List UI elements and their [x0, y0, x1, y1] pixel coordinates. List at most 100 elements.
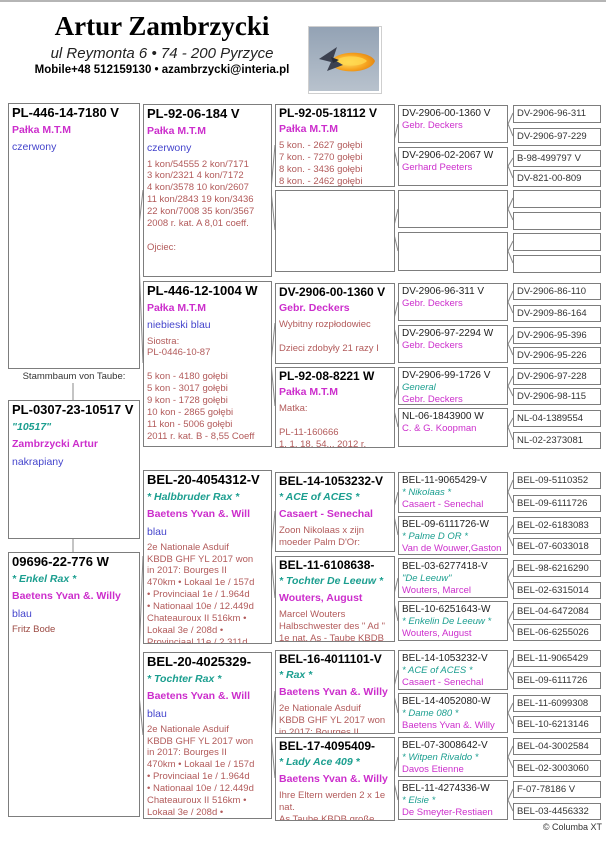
breeder-name: Gebr. Deckers [402, 340, 463, 351]
breeder-name: Baetens Yvan &. Willy [12, 590, 121, 603]
pedigree-box-gen5-0: DV-2906-96-311 [513, 105, 601, 123]
pedigree-box-gen5-8: DV-2906-86-110 [513, 283, 601, 300]
pedigree-box-gen4-15: BEL-11-4274336-W * Elsie * De Smeyter-Re… [398, 780, 508, 820]
bird-alias: * Tochter De Leeuw * [279, 575, 384, 588]
pedigree-box-gen5-22: BEL-04-6472084 [513, 603, 601, 620]
pedigree-box-gen4-12: BEL-14-1053232-V * ACE of ACES * Casaert… [398, 650, 508, 690]
pedigree-box-gen4-5: DV-2906-97-2294 W Gebr. Deckers [398, 325, 508, 363]
pedigree-box-gen5-26: BEL-11-6099308 [513, 695, 601, 712]
ring-number: PL-0307-23-10517 V [12, 402, 134, 417]
bird-alias: * Enkelin De Leeuw * [402, 616, 492, 627]
results-text: 1 kon/54555 2 kon/7171 3 kon/2321 4 kon/… [147, 158, 255, 253]
results-text: Matka: PL-11-160666 1, 1, 18, 54... 2012… [279, 403, 367, 448]
ring-number: BEL-09-6111726-W [402, 519, 489, 530]
pedigree-box-gen2-1: PL-446-12-1004 W Pałka M.T.M niebieski b… [143, 281, 272, 447]
ring-number: DV-2906-00-1360 V [402, 108, 491, 119]
pedigree-box-gen5-25: BEL-09-6111726 [513, 672, 601, 689]
pedigree-box-gen5-27: BEL-10-6213146 [513, 716, 601, 733]
pedigree-box-gen4-3-empty [398, 232, 508, 271]
breeder-name: Pałka M.T.M [279, 123, 338, 136]
breeder-name: Pałka M.T.M [12, 124, 71, 137]
ring-number: BEL-11-4274336-W [402, 783, 490, 794]
pedigree-box-gen4-6: DV-2906-99-1726 V General Gebr. Deckers [398, 367, 508, 405]
pedigree-box-gen5-23: BEL-06-6255026 [513, 624, 601, 641]
pedigree-box-gen5-16: BEL-09-5110352 [513, 472, 601, 489]
pedigree-box-gen5-20: BEL-98-6216290 [513, 560, 601, 577]
results-text: 5 kon. - 2627 gołębi 7 kon. - 7270 gołęb… [279, 140, 363, 187]
stammbaum-label: Stammbaum von Taube: [22, 371, 126, 382]
pedigree-box-gen5-1: DV-2906-97-229 [513, 128, 601, 146]
bird-alias: General [402, 382, 436, 393]
ring-number: DV-2906-00-1360 V [279, 285, 386, 299]
bird-alias: "De Leeuw" [402, 573, 452, 584]
breeder-name: Baetens Yvan &. Willy [279, 686, 388, 699]
pedigree-box-subject: PL-0307-23-10517 V "10517" Zambrzycki Ar… [8, 400, 140, 539]
breeder-name: Baetens Yvan &. Will [147, 690, 251, 703]
breeder-name: Wouters, Marcel [402, 585, 471, 597]
pedigree-box-gen5-10: DV-2906-95-396 [513, 327, 601, 344]
pedigree-box-gen3-3: PL-92-08-8221 W Pałka M.T.M Matka: PL-11… [275, 367, 395, 448]
ring-number: DV-2906-02-2067 W [402, 150, 494, 161]
breeder-name: Wouters, August [279, 592, 363, 605]
breeder-name: Gebr. Deckers [402, 298, 463, 309]
owner-contact: Mobile+48 512159130 • azambrzycki@interi… [34, 63, 290, 76]
pedigree-box-gen1-dam: 09696-22-776 W * Enkel Rax * Baetens Yva… [8, 552, 140, 817]
results-text: 2e Nationale Asduif KBDB GHF YL 2017 won… [147, 723, 255, 818]
bird-alias: * Dame 080 * [402, 708, 459, 719]
bird-alias: * Tochter Rax * [147, 673, 222, 686]
ring-number: DV-2906-97-2294 W [402, 328, 494, 339]
results-text: 2e Nationale Asduif KBDB GHF YL 2017 won… [279, 703, 386, 734]
ring-number: PL-446-14-7180 V [12, 105, 119, 120]
ring-number: BEL-11-6108638- [279, 558, 375, 572]
pedigree-box-gen5-19: BEL-07-6033018 [513, 538, 601, 555]
pedigree-box-gen2-3: BEL-20-4025329- * Tochter Rax * Baetens … [143, 652, 272, 819]
results-text: 2e Nationale Asduif KBDB GHF YL 2017 won… [147, 541, 255, 644]
breeder-name: C. & G. Koopman [402, 423, 477, 434]
owner-address: ul Reymonta 6 • 74 - 200 Pyrzyce [50, 44, 274, 62]
ring-number: BEL-20-4025329- [147, 654, 252, 669]
pedigree-box-gen5-9: DV-2909-86-164 [513, 305, 601, 322]
ring-number: NL-06-1843900 W [402, 411, 484, 422]
breeder-name: Gebr. Deckers [279, 302, 350, 315]
pedigree-box-gen3-2: DV-2906-00-1360 V Gebr. Deckers Wybitny … [275, 283, 395, 364]
color-description: czerwony [12, 141, 57, 154]
ring-number: 09696-22-776 W [12, 554, 109, 569]
ring-number: BEL-17-4095409- [279, 739, 376, 753]
breeder-name: Casaert - Senechal [402, 499, 484, 511]
pedigree-box-gen5-30: F-07-78186 V [513, 781, 601, 798]
ring-number: DV-2906-96-311 V [402, 286, 485, 297]
line-note: Fritz Bode [12, 623, 56, 635]
pedigree-box-gen5-29: BEL-02-3003060 [513, 760, 601, 777]
pedigree-box-gen2-2: BEL-20-4054312-V * Halbbruder Rax * Baet… [143, 470, 272, 644]
breeder-name: Baetens Yvan &. Will [147, 508, 251, 521]
pedigree-box-gen4-11: BEL-10-6251643-W * Enkelin De Leeuw * Wo… [398, 601, 508, 641]
color-description: blau [147, 707, 167, 720]
ring-number: PL-92-05-18112 V [279, 106, 378, 120]
results-text: Marcel Wouters Halbschwester des " Ad " … [279, 609, 386, 642]
breeder-name: Casaert - Senechal [279, 508, 373, 521]
pedigree-box-gen5-12: DV-2906-97-228 [513, 368, 601, 385]
bird-alias: * Rax * [279, 669, 313, 682]
breeder-name: Gerhard Peeters [402, 162, 473, 173]
breeder-name: Pałka M.T.M [147, 302, 206, 315]
results-text: Zoon Nikolaas x zijn moeder Palm D'Or: [279, 525, 365, 549]
ring-number: BEL-10-6251643-W [402, 604, 491, 615]
breeder-name: Baetens Yvan &. Willy [402, 720, 495, 732]
pedigree-box-gen5-4-empty [513, 190, 601, 208]
pedigree-box-gen5-24: BEL-11-9065429 [513, 650, 601, 667]
pedigree-box-gen5-13: DV-2906-98-115 [513, 388, 601, 405]
color-description: blau [147, 525, 167, 538]
scan-edge-line [0, 0, 606, 2]
ring-number: BEL-11-9065429-V [402, 475, 487, 486]
pedigree-box-gen5-5-empty [513, 212, 601, 230]
bird-alias: * ACE of ACES * [279, 491, 360, 504]
ring-number: PL-446-12-1004 W [147, 283, 258, 298]
color-description: niebieski blau [147, 319, 211, 332]
bird-alias: "10517" [12, 421, 52, 434]
results-text: Ihre Eltern werden 2 x 1e nat. As Taube … [279, 790, 386, 821]
bird-alias: * Elsie * [402, 795, 436, 806]
pedigree-box-gen3-4: BEL-14-1053232-V * ACE of ACES * Casaert… [275, 472, 395, 552]
pedigree-box-gen4-4: DV-2906-96-311 V Gebr. Deckers [398, 283, 508, 321]
pedigree-box-gen5-7-empty [513, 255, 601, 273]
owner-name: Artur Zambrzycki [54, 11, 270, 41]
